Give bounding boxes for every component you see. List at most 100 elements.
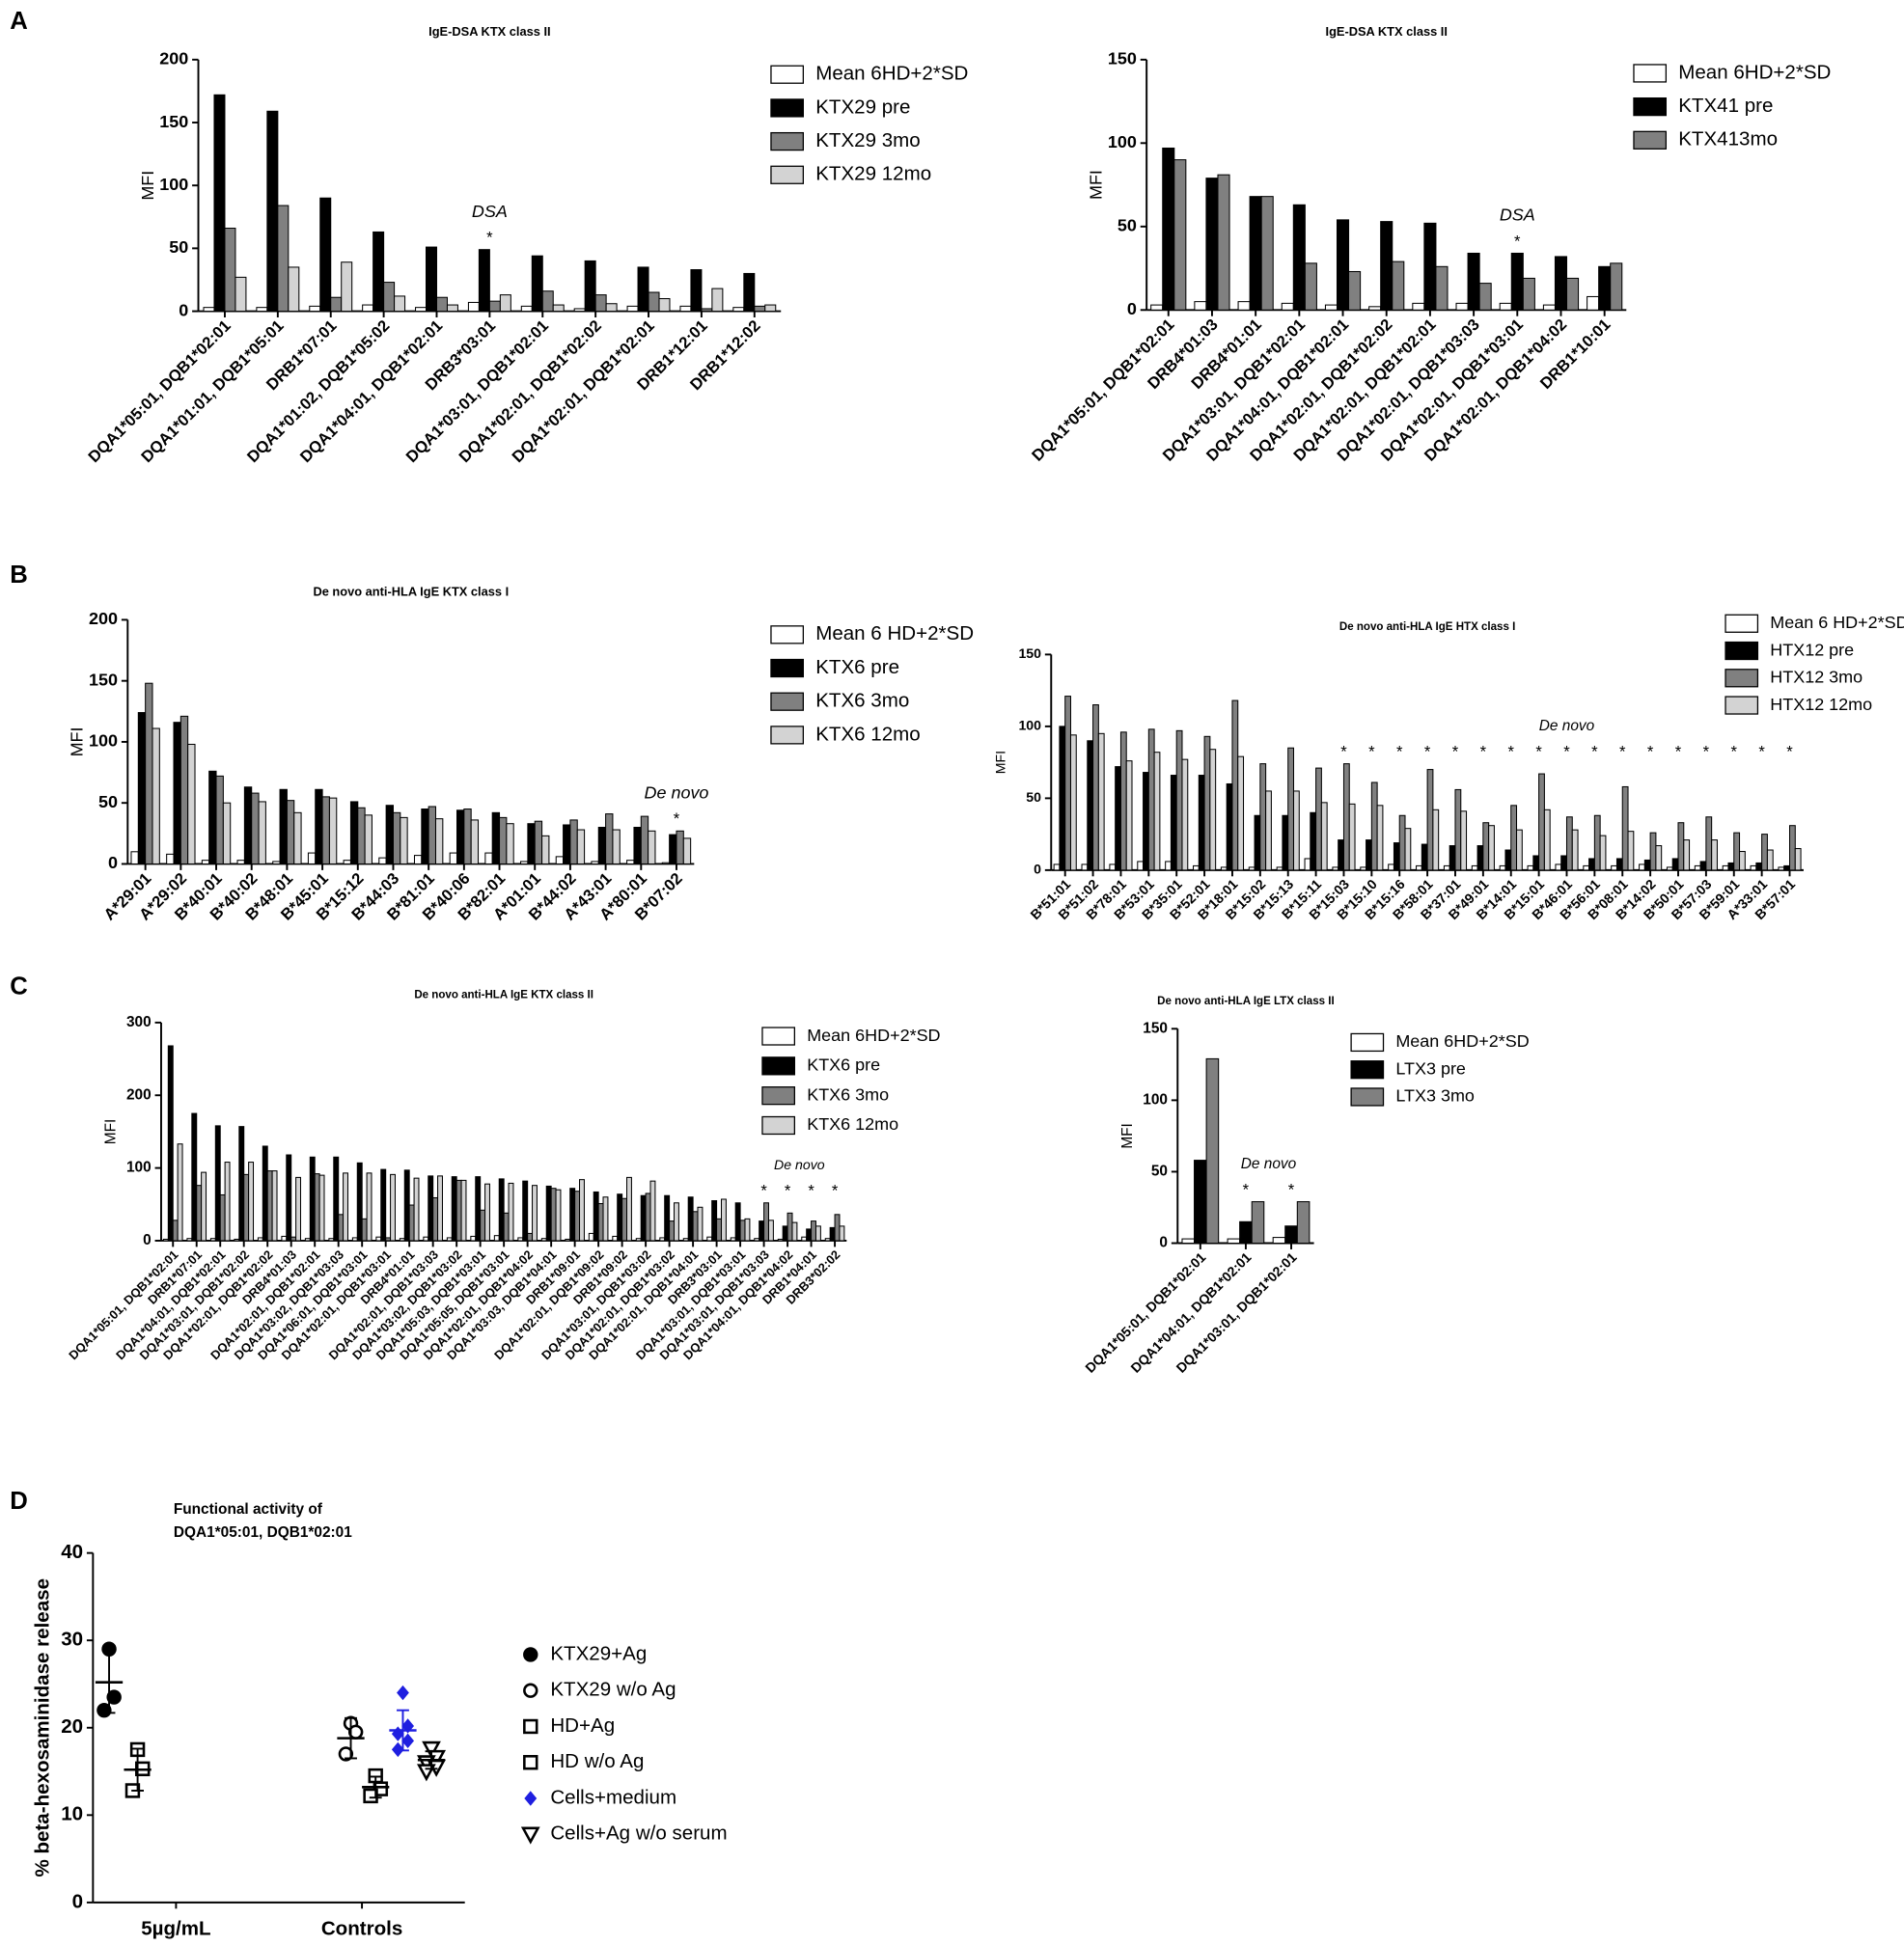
y-tick-label: 20 — [61, 1715, 83, 1738]
bar — [1510, 252, 1524, 311]
point — [520, 1826, 540, 1845]
bar — [1265, 790, 1272, 871]
star: * — [1786, 742, 1793, 760]
legend-swatch — [770, 98, 805, 118]
bar — [1284, 1225, 1298, 1245]
bar — [649, 1180, 656, 1242]
bar — [1259, 763, 1267, 871]
bar — [478, 249, 490, 313]
bar — [506, 823, 514, 864]
bar — [362, 304, 374, 313]
bar — [152, 727, 160, 864]
bar — [626, 860, 635, 864]
bar — [531, 255, 543, 313]
bar — [314, 1173, 320, 1242]
bar — [1348, 270, 1362, 311]
y-tick-label: 0 — [1127, 299, 1137, 318]
star: * — [832, 1182, 839, 1200]
bar — [309, 305, 321, 313]
bar — [1237, 301, 1251, 311]
bar — [1276, 866, 1283, 871]
bar — [682, 1238, 689, 1242]
bar — [635, 1238, 642, 1242]
bar — [467, 301, 480, 313]
bar — [271, 1170, 278, 1242]
bar — [612, 829, 621, 864]
bar — [1272, 1237, 1286, 1245]
bar — [1755, 862, 1763, 871]
star: * — [1368, 742, 1375, 760]
legend-swatch — [1350, 1087, 1385, 1107]
bar — [288, 266, 300, 313]
bar — [637, 266, 649, 313]
bar — [293, 811, 302, 864]
point — [422, 1740, 441, 1759]
bar — [754, 1238, 760, 1242]
bar — [1705, 816, 1713, 871]
bar — [1643, 859, 1651, 871]
legend-label: Cells+medium — [550, 1786, 676, 1808]
legend-label: KTX29 w/o Ag — [550, 1679, 676, 1701]
bar — [145, 682, 153, 864]
bar — [1543, 809, 1551, 871]
bar — [304, 1238, 311, 1242]
star: * — [1619, 742, 1626, 760]
y-tick-label: 50 — [169, 237, 188, 257]
bar — [824, 1238, 831, 1242]
bar — [1599, 835, 1607, 871]
bar — [186, 1238, 193, 1242]
x-tick-label: Controls — [321, 1918, 402, 1940]
y-tick-label: 150 — [1108, 49, 1137, 69]
bar — [1181, 1238, 1196, 1245]
bar — [408, 1204, 415, 1242]
y-tick-label: 300 — [126, 1014, 152, 1030]
bar — [791, 1221, 798, 1242]
bar — [1097, 732, 1105, 871]
bar — [534, 820, 543, 864]
bar — [203, 307, 215, 313]
bar — [648, 291, 660, 313]
bar — [597, 826, 607, 864]
bar — [493, 1235, 500, 1242]
star: * — [1424, 742, 1431, 760]
bar — [579, 1179, 585, 1242]
bar — [1504, 849, 1512, 871]
bar — [1150, 304, 1164, 311]
bar — [373, 231, 385, 313]
bar — [213, 94, 226, 313]
bar — [222, 802, 232, 864]
bar — [669, 1220, 676, 1242]
bar — [1315, 767, 1322, 871]
bar — [814, 1225, 821, 1242]
bar — [366, 1172, 373, 1242]
chart-title: De novo anti-HLA IgE HTX class I — [1339, 621, 1515, 633]
bar — [1162, 147, 1175, 311]
bar — [1338, 839, 1344, 871]
star: * — [1288, 1180, 1295, 1198]
bar — [272, 861, 281, 864]
bar — [1794, 848, 1802, 871]
bar — [1722, 864, 1729, 871]
y-axis-label: MFI — [68, 726, 87, 756]
bar — [743, 272, 756, 313]
y-tick-label: 0 — [179, 300, 188, 319]
legend-swatch — [770, 65, 805, 84]
bar — [1348, 803, 1356, 871]
bar — [565, 1238, 571, 1242]
legend-label: KTX6 3mo — [815, 690, 909, 712]
y-axis-label: MFI — [1119, 1123, 1136, 1149]
bar — [1388, 863, 1394, 871]
bar — [1125, 760, 1133, 871]
legend-swatch — [1350, 1032, 1385, 1053]
bar — [1366, 839, 1372, 871]
chart-title: De novo anti-HLA IgE KTX class I — [313, 585, 509, 599]
chart-title: IgE-DSA KTX class II — [1326, 24, 1448, 39]
y-tick-label: 150 — [89, 670, 118, 689]
bar — [520, 861, 529, 864]
bar — [1454, 788, 1462, 871]
bar — [385, 805, 394, 864]
chart-title: De novo anti-HLA IgE LTX class II — [1157, 996, 1335, 1007]
bar — [470, 1235, 477, 1242]
bar — [1175, 729, 1183, 871]
bar — [172, 1220, 179, 1242]
